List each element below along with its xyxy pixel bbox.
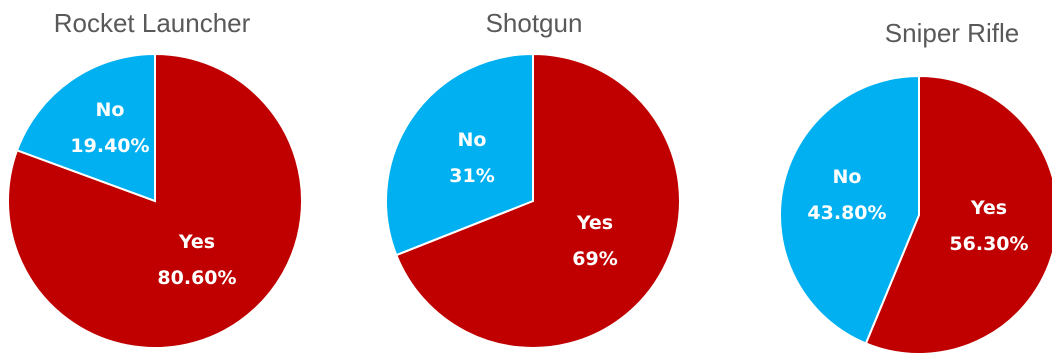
- slice-label-name: Yes: [178, 231, 215, 253]
- pie-slice-yes: [395, 52, 681, 349]
- slice-label-name: No: [458, 129, 487, 151]
- pie-chart-3: Sniper Rifle Yes 56.30% No 43.80%: [779, 18, 1052, 355]
- chart-title: Shotgun: [486, 8, 583, 38]
- slice-label-value: 56.30%: [949, 233, 1028, 255]
- chart-title: Sniper Rifle: [885, 18, 1019, 48]
- slice-label-name: Yes: [970, 197, 1007, 219]
- slice-label-value: 43.80%: [807, 202, 886, 224]
- slice-label-value: 31%: [449, 165, 494, 187]
- pie-slice-no: [15, 52, 156, 203]
- pie-slice-no: [779, 74, 920, 345]
- slice-label-name: No: [833, 166, 862, 188]
- slice-label-value: 69%: [572, 248, 617, 270]
- slice-label-name: No: [96, 99, 125, 121]
- chart-title: Rocket Launcher: [54, 8, 251, 38]
- pie-chart-2: Shotgun Yes 69% No 31%: [385, 8, 681, 349]
- pie-slice-no: [385, 52, 534, 257]
- slice-label-name: Yes: [576, 212, 613, 234]
- pie-chart-1: Rocket Launcher Yes 80.60% No 19.40%: [7, 8, 304, 349]
- slice-label-value: 80.60%: [157, 267, 236, 289]
- pie-slice-yes: [864, 74, 1052, 355]
- slice-label-value: 19.40%: [70, 135, 149, 157]
